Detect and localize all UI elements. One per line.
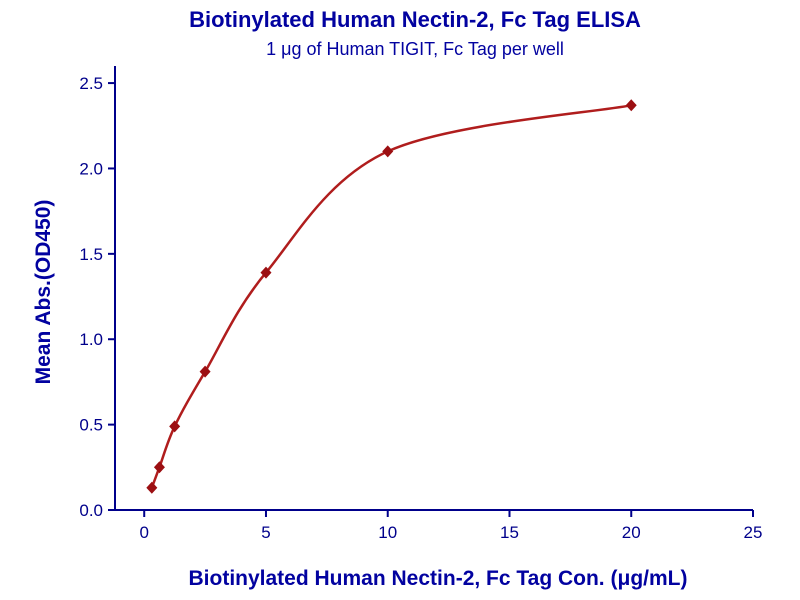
y-axis-label: Mean Abs.(OD450) [32, 200, 55, 385]
x-tick-label: 10 [378, 523, 397, 542]
x-tick-label: 25 [744, 523, 763, 542]
data-point-marker [153, 461, 165, 474]
y-tick-label: 1.0 [79, 330, 103, 349]
chart-title: Biotinylated Human Nectin-2, Fc Tag ELIS… [189, 7, 641, 32]
fit-curve [150, 104, 633, 490]
chart-subtitle: 1 μg of Human TIGIT, Fc Tag per well [266, 39, 564, 59]
x-tick-label: 0 [139, 523, 148, 542]
data-point-marker [169, 420, 181, 433]
data-point-marker [146, 481, 158, 494]
x-tick-label: 20 [622, 523, 641, 542]
y-tick-label: 2.0 [79, 159, 103, 178]
data-point-marker [199, 365, 211, 378]
data-point-marker [260, 266, 272, 279]
x-tick-label: 5 [261, 523, 270, 542]
y-tick-label: 1.5 [79, 245, 103, 264]
plot-area: 0 5 10 15 20 25 0.0 0.5 1.0 1.5 2.0 2.5 [79, 66, 762, 542]
x-tick-label: 15 [500, 523, 519, 542]
y-tick-label: 0.5 [79, 416, 103, 435]
data-point-marker [625, 99, 637, 112]
x-axis-label: Biotinylated Human Nectin-2, Fc Tag Con.… [189, 567, 688, 590]
y-tick-label: 2.5 [79, 74, 103, 93]
y-tick-label: 0.0 [79, 501, 103, 520]
data-point-marker [382, 145, 394, 158]
